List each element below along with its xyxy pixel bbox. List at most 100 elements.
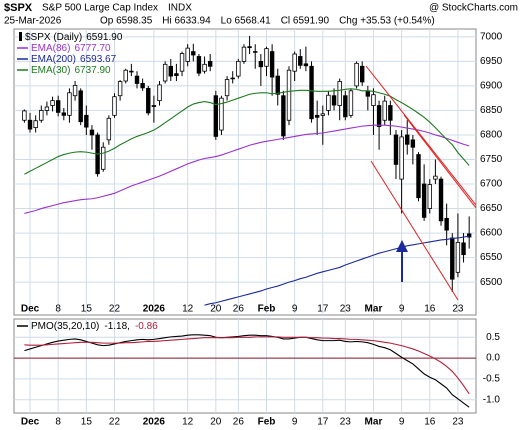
candle-body (146, 87, 151, 114)
candle-body (444, 217, 449, 231)
legend-name: $SPX (Daily) (25, 32, 82, 43)
y-tick-label: 6550 (480, 252, 503, 263)
x-tick-label: 2026 (143, 304, 166, 315)
candle-body (438, 178, 444, 222)
legend-entry: PMO(35,20,10) -1.18, -0.86 (31, 321, 158, 332)
candle-body (202, 63, 207, 72)
x-tick-label: Feb (258, 417, 276, 428)
legend-value: -0.86 (135, 321, 158, 332)
quote: Op 6598.35 Hi 6633.94 Lo 6568.41 Cl 6591.90… (100, 16, 435, 27)
candle-body (191, 51, 196, 56)
candle-body (196, 56, 202, 74)
candle-body (247, 46, 252, 49)
candle-body (298, 56, 303, 66)
y-tick-label: -1.0 (483, 394, 501, 405)
candle-body (281, 95, 286, 137)
symbol: $SPX (4, 2, 33, 14)
candle-body (22, 110, 27, 121)
candle-body (213, 95, 219, 137)
candle-body (314, 114, 320, 118)
candle-body (129, 70, 134, 73)
candle-body (236, 60, 241, 77)
legend-entry: EMA(30) 6737.90 (31, 65, 111, 76)
candle-body (371, 94, 376, 106)
candle-body (461, 242, 466, 256)
x-tick-label: 12 (182, 417, 194, 428)
y-tick-label: 6750 (480, 154, 503, 165)
y-tick-label: 0.5 (486, 332, 500, 343)
candle-body (326, 94, 331, 111)
x-tick-label: 20 (210, 304, 222, 315)
candle-body (405, 134, 410, 145)
candle-body (168, 65, 173, 77)
x-tick-label: 9 (399, 417, 405, 428)
candle-body (399, 136, 404, 180)
y-tick-label: 7000 (480, 31, 503, 42)
x-tick-label: 15 (81, 417, 93, 428)
candle-body (455, 241, 461, 273)
legend-value: 6591.90 (86, 32, 123, 43)
y-tick-label: 6950 (480, 56, 503, 67)
candle-body (151, 105, 157, 107)
legend-value: 6593.67 (80, 54, 117, 65)
line-series (24, 124, 470, 214)
legend-name: EMA(86) (31, 43, 70, 54)
candle-body (55, 100, 61, 113)
candle-body (269, 51, 275, 78)
candle-body (376, 105, 382, 128)
line-series (24, 334, 470, 408)
x-tick-label: Mar (365, 417, 383, 428)
x-tick-label: 2026 (143, 417, 166, 428)
candle-body (106, 117, 112, 141)
legend-value: 6777.70 (74, 43, 111, 54)
legend: $SPX (Daily) 6591.90 EMA(86) 6777.70EMA(200… (17, 32, 158, 332)
pmo-marks (14, 334, 476, 408)
quote-item: Cl 6591.90 (281, 16, 330, 27)
quote-item: Hi 6633.94 (162, 16, 211, 27)
candle-body (365, 90, 371, 97)
candle-body (162, 63, 168, 82)
legend-name: EMA(200) (31, 54, 76, 65)
candle-body (359, 65, 365, 83)
x-tick-label: 22 (109, 304, 121, 315)
trend-line (403, 114, 476, 209)
arrow-head (396, 240, 408, 252)
x-tick-label: Dec (21, 304, 40, 315)
candle-body (354, 62, 359, 87)
legend-entry: EMA(200) 6593.67 (31, 54, 117, 65)
x-tick-label: 23 (452, 417, 464, 428)
candle-body (241, 46, 247, 62)
candle-body (410, 139, 416, 148)
candle-body (224, 79, 230, 97)
legend-name: EMA(30) (31, 65, 70, 76)
candle-body (207, 60, 213, 67)
candle-body (219, 97, 224, 131)
candle-body (179, 53, 185, 72)
candle-body (112, 96, 117, 116)
date: 25-Mar-2026 (4, 16, 62, 27)
legend-entry: $SPX (Daily) 6591.90 (25, 32, 123, 43)
legend-name: PMO(35,20,10) (31, 321, 99, 332)
candle-body (286, 69, 292, 121)
trend-line (365, 65, 476, 206)
x-tick-label: Dec (21, 417, 40, 428)
candle-body (393, 134, 399, 165)
x-tick-label: 23 (340, 417, 352, 428)
legend-value: 6737.90 (74, 65, 111, 76)
x-tick-label: 16 (424, 304, 436, 315)
y-tick-label: 0.0 (486, 353, 500, 364)
candle-body (433, 175, 438, 180)
x-tick-label: 20 (210, 417, 222, 428)
x-tick-label: 17 (317, 417, 329, 428)
candle-body (33, 120, 38, 129)
x-tick-label: 9 (292, 417, 298, 428)
candle-body (264, 48, 269, 67)
candle-body (421, 183, 427, 218)
pmo-panel (13, 318, 477, 414)
candle-body (292, 53, 297, 72)
candle-body (337, 81, 342, 106)
candle-body (331, 95, 337, 106)
index-name: S&P 500 Large Cap Index (42, 3, 158, 14)
legend-value: -1.18, (104, 321, 130, 332)
